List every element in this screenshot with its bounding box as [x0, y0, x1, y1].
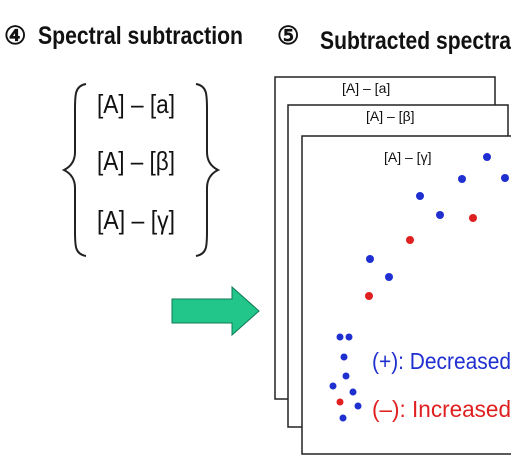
card-label-gamma: [A] – [γ] [384, 149, 431, 165]
formula-beta: [A] – [β] [97, 146, 175, 176]
legend-increased: (–): Increased [372, 396, 511, 422]
dot-red [406, 236, 414, 244]
dot-blue [458, 175, 466, 183]
dot-blue [354, 402, 362, 410]
card-label-beta: [A] – [β] [366, 108, 415, 124]
formula-a: [A] – [a] [97, 89, 175, 119]
right-brace [195, 83, 221, 257]
step4-number: ④ [4, 22, 26, 50]
dot-blue [416, 192, 424, 200]
dot-blue [436, 211, 444, 219]
step5-number: ⑤ [277, 22, 299, 50]
dot-blue [339, 414, 347, 422]
step4-title: Spectral subtraction [38, 22, 243, 50]
card-label-a: [A] – [a] [342, 80, 390, 96]
scatter-dots [329, 153, 509, 422]
dot-red [365, 292, 373, 300]
dot-blue [366, 255, 374, 263]
dot-blue [345, 333, 353, 341]
step5-title: Subtracted spectra [320, 27, 511, 55]
right-arrow-icon [171, 285, 260, 337]
dot-blue [329, 382, 337, 390]
formula-gamma: [A] – [γ] [97, 205, 175, 235]
dot-red [469, 214, 477, 222]
dot-blue [483, 153, 491, 161]
left-brace [61, 83, 87, 257]
dot-blue [336, 333, 344, 341]
dot-blue [349, 388, 357, 396]
dot-red [336, 398, 344, 406]
dot-blue [385, 273, 393, 281]
legend-decreased: (+): Decreased [372, 348, 511, 374]
dot-blue [340, 353, 348, 361]
dot-blue [501, 174, 509, 182]
dot-blue [342, 372, 350, 380]
